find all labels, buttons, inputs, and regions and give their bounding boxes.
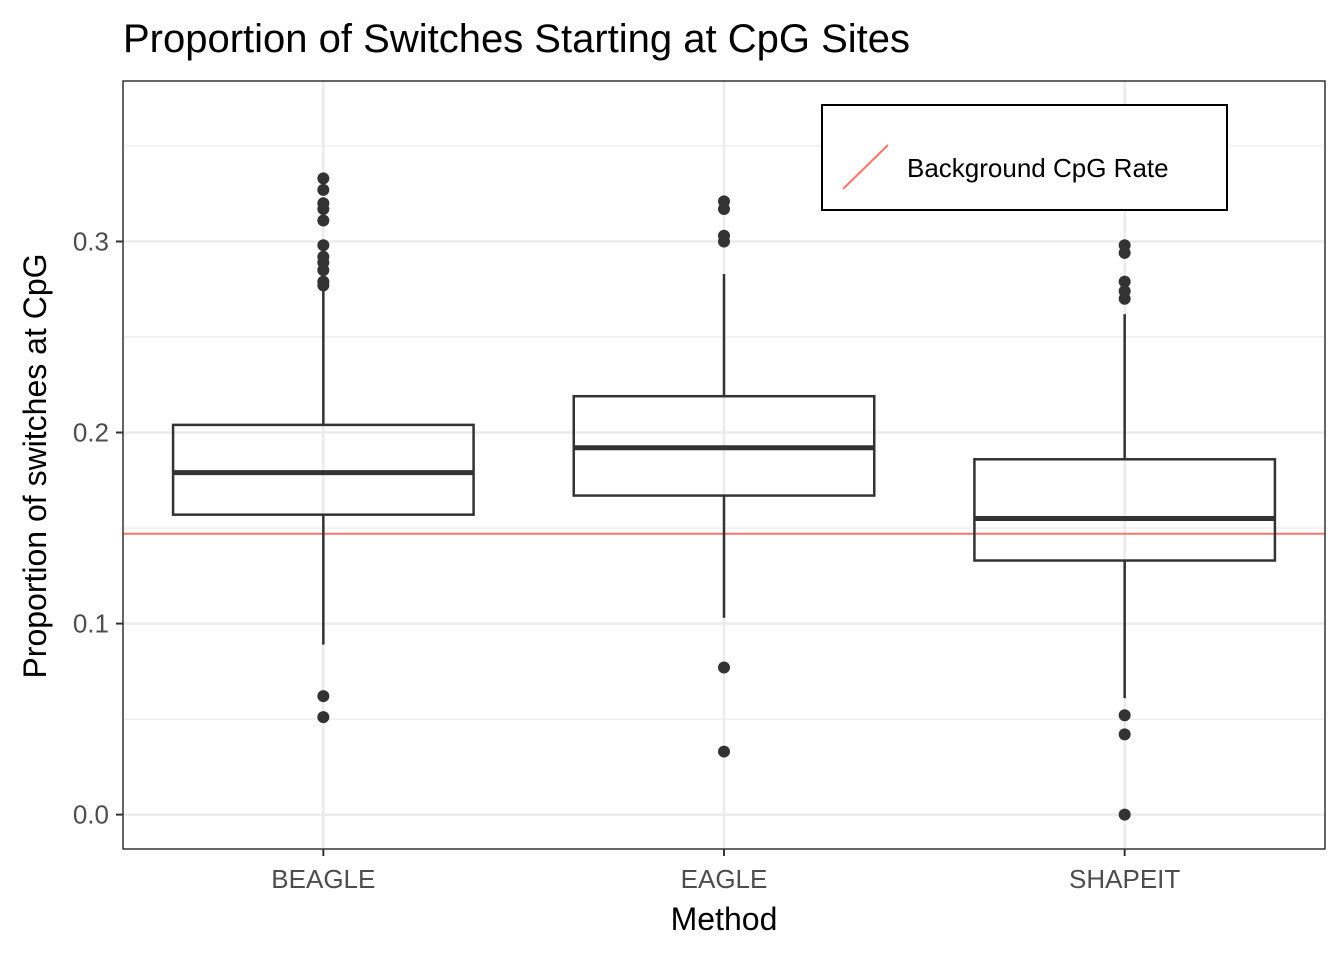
legend-key-line bbox=[842, 144, 889, 190]
outlier-point bbox=[1118, 292, 1131, 305]
outlier-point bbox=[317, 279, 330, 292]
y-tick-label: 0.1 bbox=[73, 609, 109, 639]
outlier-point bbox=[317, 690, 330, 703]
legend-label: Background CpG Rate bbox=[907, 153, 1169, 183]
outlier-point bbox=[317, 183, 330, 196]
outlier-point bbox=[718, 235, 730, 248]
outlier-point bbox=[317, 264, 330, 277]
outlier-point bbox=[1118, 709, 1131, 722]
outlier-point bbox=[317, 711, 330, 724]
outlier-point bbox=[317, 239, 330, 252]
outlier-point bbox=[718, 745, 730, 758]
y-axis-title: Proportion of switches at CpG bbox=[17, 253, 53, 678]
legend: Background CpG Rate bbox=[821, 104, 1228, 211]
x-tick-label: BEAGLE bbox=[271, 864, 375, 894]
outlier-point bbox=[1118, 808, 1131, 821]
box-iqr bbox=[973, 458, 1277, 562]
boxes-group bbox=[171, 172, 1277, 821]
y-tick-label: 0.2 bbox=[73, 418, 109, 448]
y-tick-label: 0.3 bbox=[73, 226, 109, 256]
outlier-point bbox=[718, 661, 730, 674]
outlier-point bbox=[1118, 275, 1131, 288]
box-beagle bbox=[171, 172, 475, 724]
outlier-point bbox=[317, 172, 330, 185]
box-iqr bbox=[171, 423, 475, 516]
x-tick-label: EAGLE bbox=[681, 864, 768, 894]
x-tick-label: SHAPEIT bbox=[1069, 864, 1180, 894]
y-tick-label: 0.0 bbox=[73, 800, 109, 830]
chart-title: Proportion of Switches Starting at CpG S… bbox=[123, 17, 910, 61]
x-axis-title: Method bbox=[671, 901, 778, 937]
outlier-point bbox=[718, 203, 730, 215]
outlier-point bbox=[317, 214, 330, 227]
outlier-point bbox=[1118, 728, 1131, 741]
box-eagle bbox=[572, 195, 876, 758]
legend-box bbox=[821, 104, 1228, 211]
x-axis: BEAGLE EAGLE SHAPEIT bbox=[271, 849, 1180, 894]
outlier-point bbox=[317, 203, 330, 215]
y-axis: 0.0 0.1 0.2 0.3 bbox=[73, 226, 123, 830]
box-shapeit bbox=[973, 239, 1277, 821]
outlier-point bbox=[1118, 246, 1131, 259]
